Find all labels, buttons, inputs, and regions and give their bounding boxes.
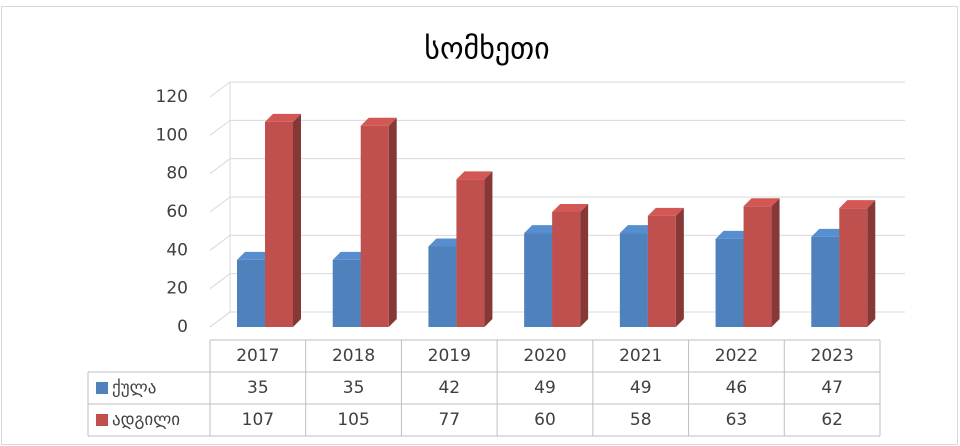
table-value: 105 <box>337 410 369 430</box>
bar <box>265 121 293 328</box>
bar-top <box>237 251 273 260</box>
legend-label: ადგილი <box>112 410 180 430</box>
bar <box>839 208 868 327</box>
grid-line <box>209 81 905 98</box>
grid-line <box>209 196 905 213</box>
grid-line <box>209 158 905 175</box>
bar-side <box>771 198 780 327</box>
table-value: 77 <box>438 410 460 430</box>
y-tick-label: 60 <box>166 202 188 222</box>
bar-top <box>811 228 848 237</box>
bar-side <box>580 204 589 327</box>
bar <box>360 125 389 327</box>
table-value: 49 <box>534 378 556 398</box>
table-value: 35 <box>247 378 269 398</box>
bar <box>647 215 676 327</box>
bar <box>428 246 457 327</box>
bar-side <box>867 200 876 327</box>
x-tick-label: 2021 <box>619 346 662 366</box>
x-tick-label: 2022 <box>715 346 758 366</box>
y-tick-label: 20 <box>166 279 188 299</box>
legend-label: ქულა <box>112 378 156 398</box>
table-value: 63 <box>726 410 748 430</box>
bar-top <box>360 117 397 126</box>
bar-top <box>743 198 780 207</box>
table-value: 46 <box>726 378 748 398</box>
y-tick-label: 100 <box>156 125 188 145</box>
legend-key <box>96 382 108 394</box>
bar <box>237 259 265 327</box>
bar-top <box>524 225 561 234</box>
bar-top <box>456 171 493 180</box>
y-tick-label: 0 <box>177 317 188 337</box>
table-value: 58 <box>630 410 652 430</box>
bar <box>811 236 840 327</box>
table-value: 62 <box>821 410 843 430</box>
x-tick-label: 2023 <box>811 346 854 366</box>
bar-top <box>552 204 589 212</box>
y-tick-label: 40 <box>166 240 188 260</box>
table-value: 107 <box>242 410 274 430</box>
table-value: 49 <box>630 378 652 398</box>
table-value: 47 <box>821 378 843 398</box>
bar <box>456 179 485 327</box>
bar <box>715 238 744 327</box>
legend-key <box>96 414 108 426</box>
bar-side <box>675 207 684 327</box>
bar <box>332 259 361 327</box>
y-tick-label: 80 <box>166 164 188 184</box>
bar-top <box>428 238 465 247</box>
bar-side <box>484 171 493 327</box>
x-tick-label: 2020 <box>523 346 566 366</box>
bar-top <box>265 113 301 122</box>
bar <box>524 233 553 327</box>
chart-title: სომხეთი <box>424 32 549 67</box>
bar-top <box>715 230 752 239</box>
bar <box>552 212 581 327</box>
bar-side <box>293 113 301 328</box>
bar-top <box>839 200 876 209</box>
table-value: 42 <box>438 378 460 398</box>
bar-side <box>388 117 397 327</box>
table-value: 35 <box>343 378 365 398</box>
bar-top <box>619 225 656 234</box>
x-tick-label: 2018 <box>332 346 375 366</box>
x-tick-label: 2017 <box>236 346 279 366</box>
bar-top <box>332 251 369 260</box>
bar-top <box>647 207 684 216</box>
y-tick-label: 120 <box>156 87 188 107</box>
x-tick-label: 2019 <box>428 346 471 366</box>
grid-line <box>209 119 905 136</box>
bar <box>743 206 772 327</box>
bar <box>619 233 648 327</box>
table-value: 60 <box>534 410 556 430</box>
